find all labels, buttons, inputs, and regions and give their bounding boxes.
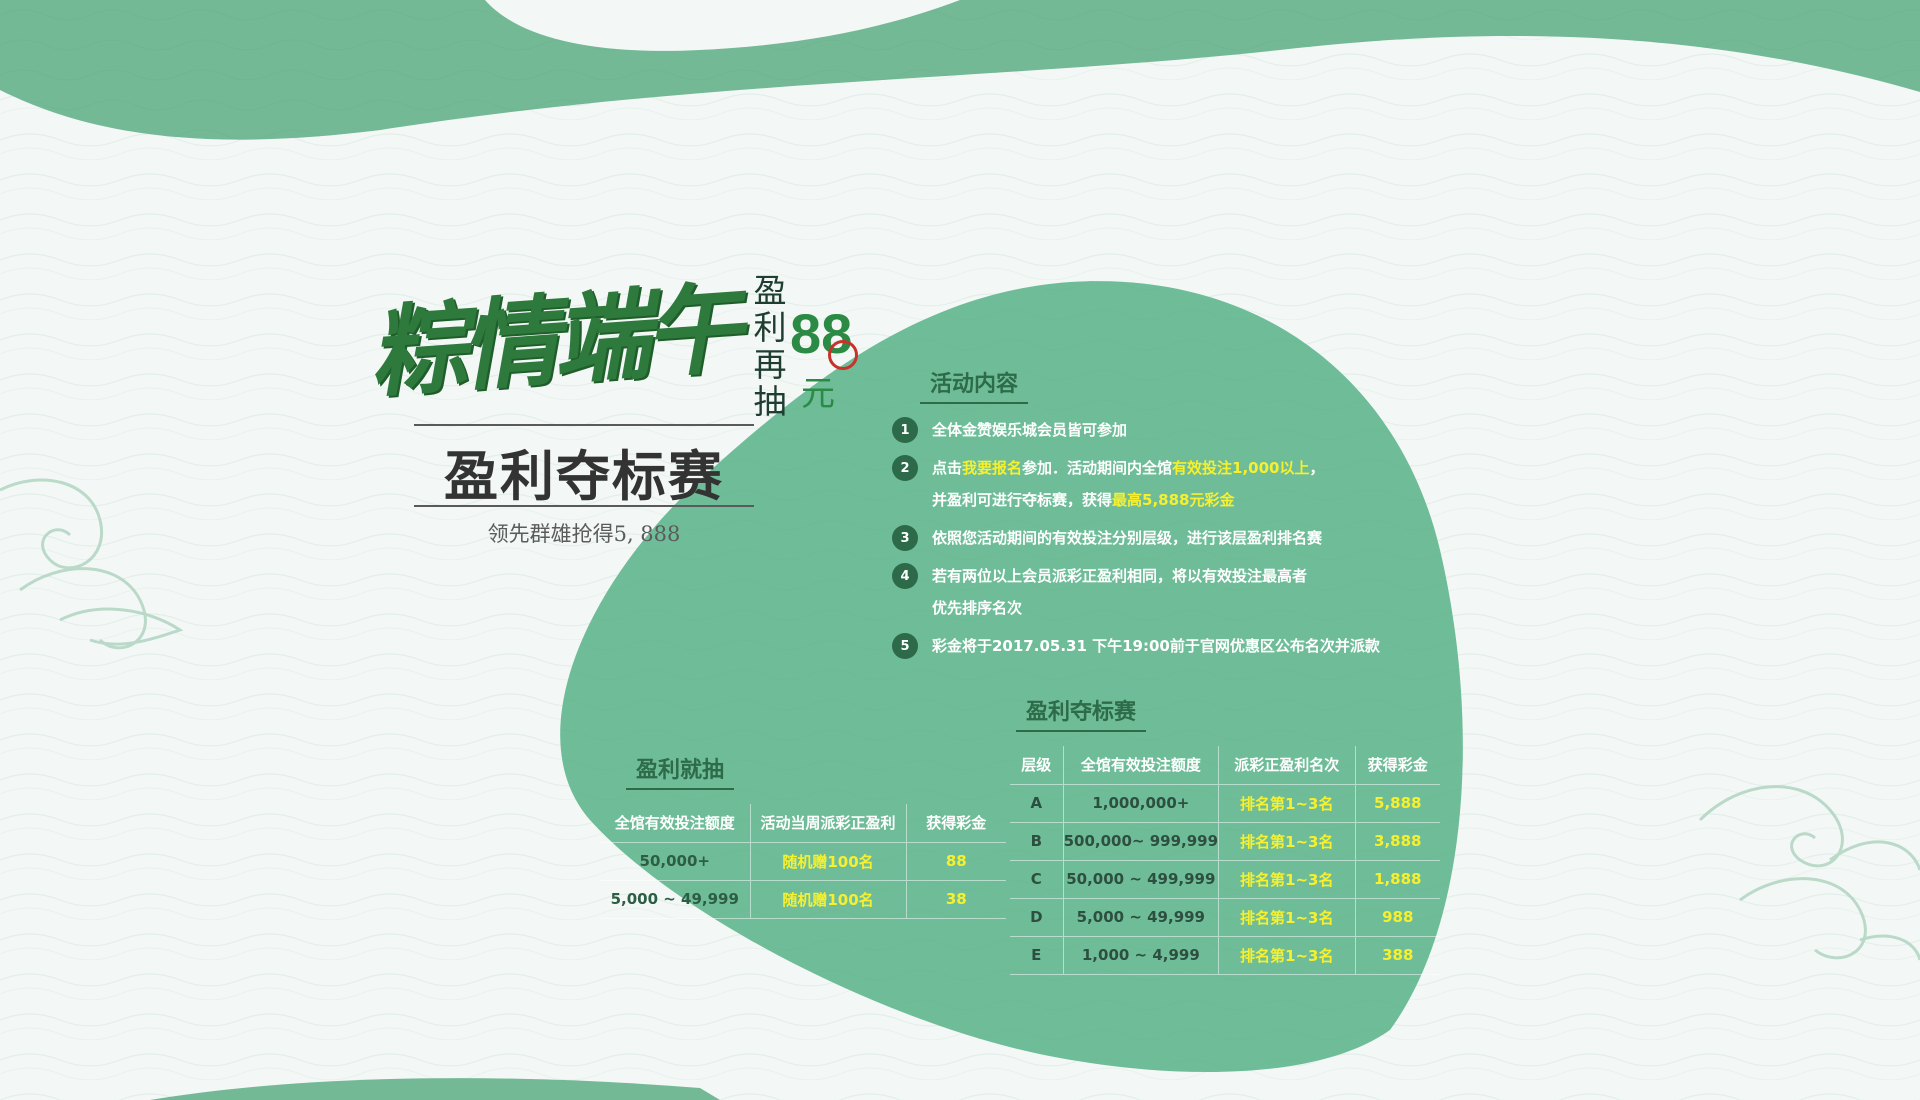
rule-fragment: 并盈利可进行夺标赛，获得 xyxy=(932,491,1113,509)
table-cell: 5,888 xyxy=(1354,784,1440,823)
rule-text: 依照您活动期间的有效投注分别层级，进行该层盈利排名赛 xyxy=(932,522,1322,554)
table-cell: 随机赠100名 xyxy=(749,880,906,919)
table-cell: 388 xyxy=(1354,936,1440,975)
rule-fragment: 依照您活动期间的有效投注分别层级，进行该层盈利排名赛 xyxy=(932,529,1323,547)
table-cell: D xyxy=(1010,898,1064,937)
rule-fragment: 全体金赞娱乐城会员皆可参加 xyxy=(932,421,1128,439)
rule-highlight: 最高5,888元彩金 xyxy=(1112,491,1235,509)
table-cell: B xyxy=(1010,822,1064,861)
table-row: B 500,000~ 999,999 排名第1~3名 3,888 xyxy=(1010,822,1440,861)
rule-text: 若有两位以上会员派彩正盈利相同，将以有效投注最高者 优先排序名次 xyxy=(932,560,1307,624)
table-cell: 50,000 ~ 499,999 xyxy=(1062,860,1219,899)
profit-contest-header-row: 层级 全馆有效投注额度 派彩正盈利名次 获得彩金 xyxy=(1010,746,1440,785)
profit-contest-heading: 盈利夺标赛 xyxy=(1016,694,1147,732)
cloud-right-icon xyxy=(1698,785,1920,961)
activity-heading: 活动内容 xyxy=(920,366,1029,404)
profit-draw-heading: 盈利就抽 xyxy=(626,752,735,790)
rule-number-badge: 5 xyxy=(892,633,918,659)
column-header: 派彩正盈利名次 xyxy=(1218,746,1356,785)
table-row: C 50,000 ~ 499,999 排名第1~3名 1,888 xyxy=(1010,860,1440,899)
table-cell: C xyxy=(1010,860,1064,899)
table-cell: 5,000 ~ 49,999 xyxy=(1062,898,1219,937)
rule-fragment: 参加．活动期间内全馆 xyxy=(1022,459,1173,477)
subtitle: 领先群雄抢得5, 888 xyxy=(487,522,681,546)
rule-text: 全体金赞娱乐城会员皆可参加 xyxy=(932,414,1127,446)
table-cell: 排名第1~3名 xyxy=(1218,860,1356,899)
rule-fragment: 彩金将于2017.05.31 下午19:00前于官网优惠区公布名次并派款 xyxy=(932,637,1380,655)
rule-number-badge: 1 xyxy=(892,417,918,443)
table-cell: 1,888 xyxy=(1354,860,1440,899)
column-header: 活动当周派彩正盈利 xyxy=(749,804,906,843)
column-header: 全馆有效投注额度 xyxy=(1062,746,1219,785)
rule-highlight: 有效投注1,000以上 xyxy=(1172,459,1310,477)
table-cell: 50,000+ xyxy=(600,842,750,881)
title-top-divider xyxy=(414,424,754,426)
rule-fragment: 若有两位以上会员派彩正盈利相同，将以有效投注最高者 xyxy=(932,567,1308,585)
table-cell: 3,888 xyxy=(1354,822,1440,861)
rule-item: 2 点击我要报名参加．活动期间内全馆有效投注1,000以上， 并盈利可进行夺标赛，获… xyxy=(892,452,1412,516)
table-cell: 排名第1~3名 xyxy=(1218,784,1356,823)
rule-number-badge: 4 xyxy=(892,563,918,589)
rule-fragment: ， xyxy=(1309,459,1325,477)
rule-highlight: 我要报名 xyxy=(962,459,1023,477)
profit-draw-header-row: 全馆有效投注额度 活动当周派彩正盈利 获得彩金 xyxy=(600,804,1006,843)
rule-text: 点击我要报名参加．活动期间内全馆有效投注1,000以上， 并盈利可进行夺标赛，获得… xyxy=(932,452,1325,516)
table-cell: 88 xyxy=(905,842,1006,881)
rule-number-badge: 2 xyxy=(892,455,918,481)
column-header: 获得彩金 xyxy=(1354,746,1440,785)
profit-contest-table: 层级 全馆有效投注额度 派彩正盈利名次 获得彩金 A 1,000,000+ 排名第1~3名… xyxy=(1010,746,1440,975)
rule-item: 3 依照您活动期间的有效投注分别层级，进行该层盈利排名赛 xyxy=(892,522,1412,554)
column-header: 层级 xyxy=(1010,746,1064,785)
table-cell: 500,000~ 999,999 xyxy=(1062,822,1219,861)
seal-icon xyxy=(828,340,858,370)
rule-item: 1 全体金赞娱乐城会员皆可参加 xyxy=(892,414,1412,446)
table-cell: A xyxy=(1010,784,1064,823)
hero-calligraphy: 粽情端午 xyxy=(365,271,741,412)
rule-text: 彩金将于2017.05.31 下午19:00前于官网优惠区公布名次并派款 xyxy=(932,630,1380,662)
table-cell: 排名第1~3名 xyxy=(1218,822,1356,861)
rule-fragment: 点击 xyxy=(932,459,963,477)
table-cell: 1,000 ~ 4,999 xyxy=(1062,936,1219,975)
table-row: 50,000+ 随机赠100名 88 xyxy=(600,842,1006,881)
activity-rules-list: 1 全体金赞娱乐城会员皆可参加 2 点击我要报名参加．活动期间内全馆有效投注1,000… xyxy=(892,414,1412,668)
table-cell: 988 xyxy=(1354,898,1440,937)
title-bottom-divider xyxy=(414,505,754,507)
table-cell: 1,000,000+ xyxy=(1062,784,1219,823)
table-cell: 随机赠100名 xyxy=(749,842,906,881)
main-title: 盈利夺标赛 xyxy=(444,445,724,508)
hero-vertical-text: 盈利再抽 xyxy=(753,271,787,421)
profit-draw-table: 全馆有效投注额度 活动当周派彩正盈利 获得彩金 50,000+ 随机赠100名 88 5,… xyxy=(600,804,1006,919)
table-cell: 5,000 ~ 49,999 xyxy=(600,880,750,919)
table-row: 5,000 ~ 49,999 随机赠100名 38 xyxy=(600,880,1006,919)
rule-number-badge: 3 xyxy=(892,525,918,551)
rule-item: 4 若有两位以上会员派彩正盈利相同，将以有效投注最高者 优先排序名次 xyxy=(892,560,1412,624)
rule-item: 5 彩金将于2017.05.31 下午19:00前于官网优惠区公布名次并派款 xyxy=(892,630,1412,662)
top-light-blob xyxy=(485,0,960,51)
table-row: E 1,000 ~ 4,999 排名第1~3名 388 xyxy=(1010,936,1440,975)
cloud-left-icon xyxy=(0,478,184,650)
bonus-unit: 元 xyxy=(801,374,835,414)
rule-fragment: 优先排序名次 xyxy=(932,599,1023,617)
table-cell: E xyxy=(1010,936,1064,975)
column-header: 全馆有效投注额度 xyxy=(600,804,750,843)
table-row: D 5,000 ~ 49,999 排名第1~3名 988 xyxy=(1010,898,1440,937)
table-cell: 排名第1~3名 xyxy=(1218,936,1356,975)
table-cell: 排名第1~3名 xyxy=(1218,898,1356,937)
table-cell: 38 xyxy=(905,880,1006,919)
column-header: 获得彩金 xyxy=(905,804,1006,843)
table-row: A 1,000,000+ 排名第1~3名 5,888 xyxy=(1010,784,1440,823)
bottom-band xyxy=(150,1078,720,1100)
